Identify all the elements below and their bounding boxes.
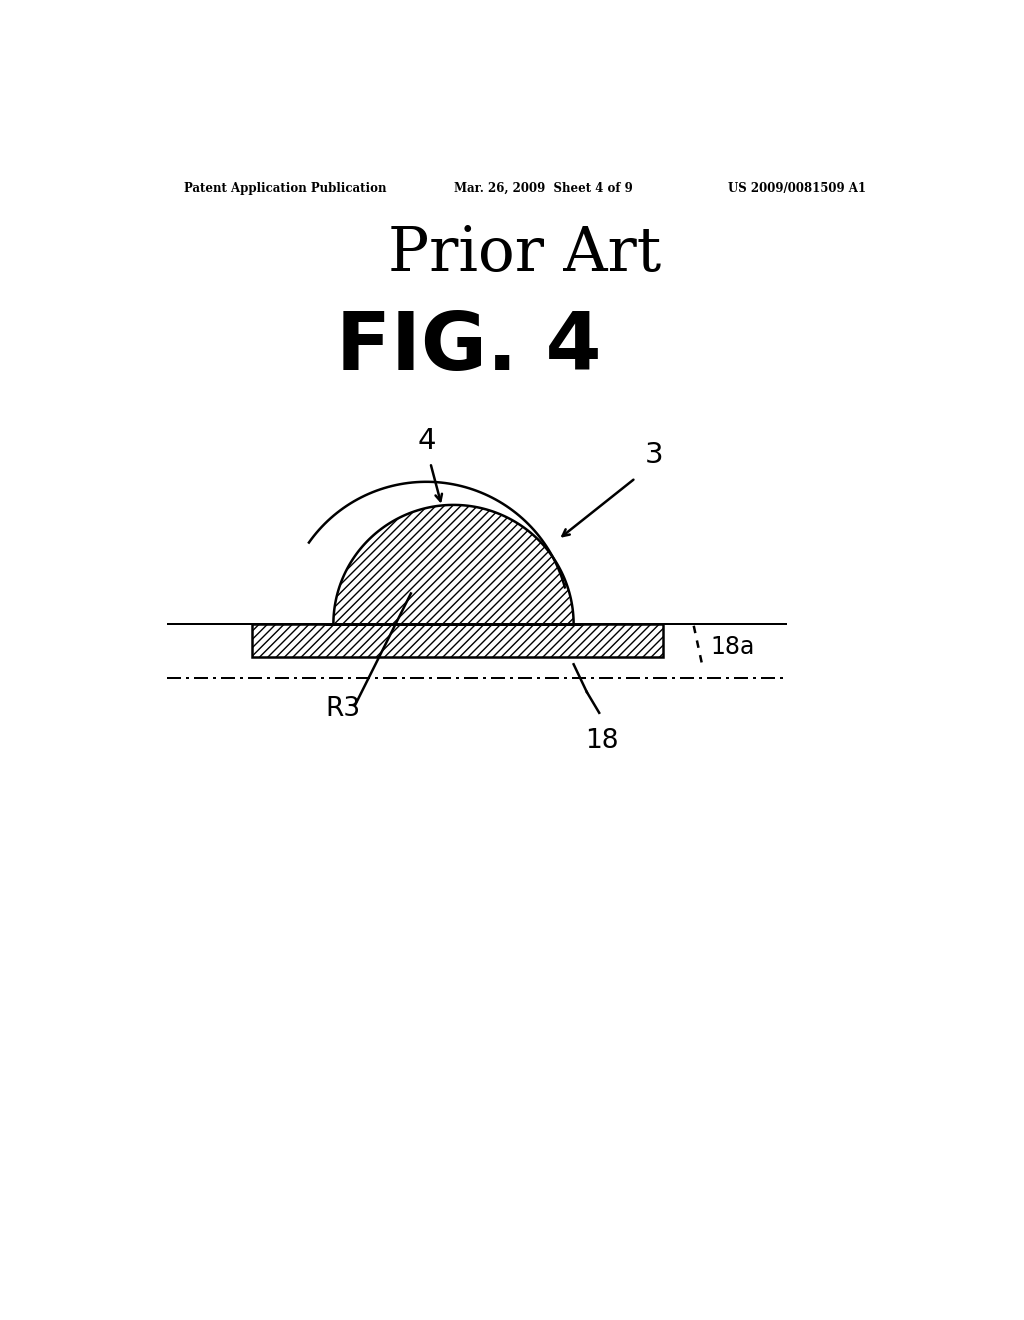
Text: Mar. 26, 2009  Sheet 4 of 9: Mar. 26, 2009 Sheet 4 of 9 xyxy=(454,182,632,194)
Text: 18: 18 xyxy=(586,729,618,754)
Text: Patent Application Publication: Patent Application Publication xyxy=(183,182,386,194)
Text: FIG. 4: FIG. 4 xyxy=(336,309,602,387)
Text: 18a: 18a xyxy=(711,635,755,660)
Text: US 2009/0081509 A1: US 2009/0081509 A1 xyxy=(728,182,866,194)
Bar xyxy=(252,624,663,656)
Text: 3: 3 xyxy=(645,441,664,469)
Polygon shape xyxy=(326,506,582,624)
Text: 4: 4 xyxy=(417,426,435,455)
Text: Prior Art: Prior Art xyxy=(388,224,662,284)
Text: R3: R3 xyxy=(326,696,360,722)
